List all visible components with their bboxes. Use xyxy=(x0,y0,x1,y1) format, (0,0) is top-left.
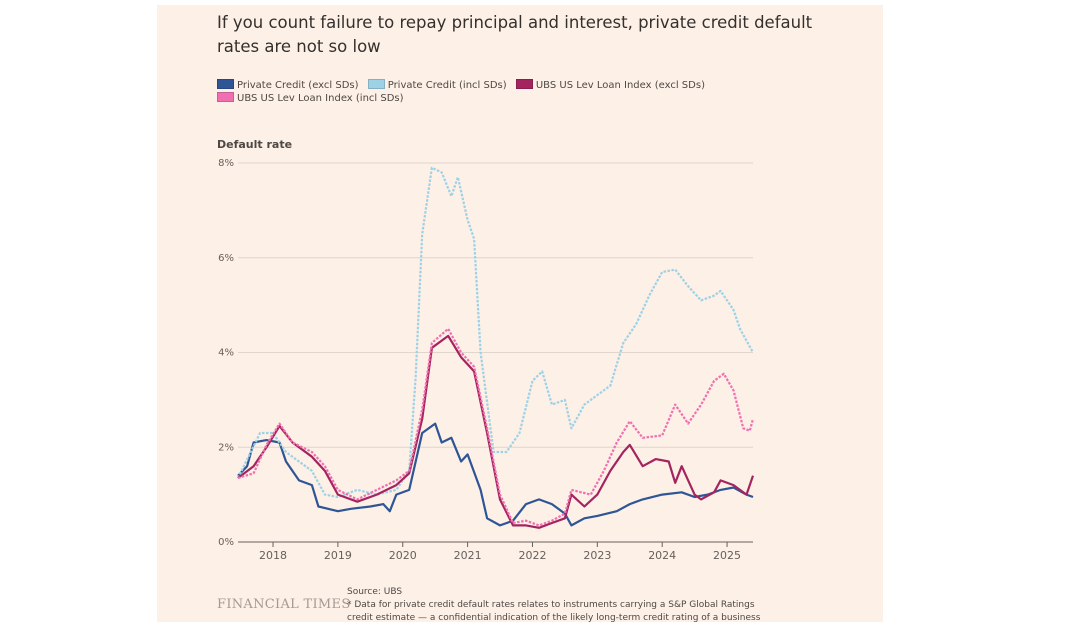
y-axis-label: Default rate xyxy=(217,138,293,151)
plot-area: 0% 2% 4% 6% 8% 2018 2019 2020 2021 2022 2023 2024 20… xyxy=(218,158,755,562)
x-tick-label: 2019 xyxy=(324,549,352,562)
legend-swatch xyxy=(515,79,533,89)
legend: Private Credit (excl SDs) Private Credit… xyxy=(217,79,737,105)
legend-item: Private Credit (excl SDs) xyxy=(217,79,359,92)
y-tick-label: 2% xyxy=(218,442,234,453)
footnote-text: * Data for private credit default rates … xyxy=(347,600,761,623)
series-line-2 xyxy=(237,334,755,529)
chart-title: If you count failure to repay principal … xyxy=(217,13,813,56)
legend-label: UBS US Lev Loan Index (excl SDs) xyxy=(535,80,705,91)
legend-swatch xyxy=(217,79,234,89)
legend-item: Private Credit (incl SDs) xyxy=(367,79,507,92)
ft-logo: FINANCIAL TIMES xyxy=(217,597,351,612)
legend-label: Private Credit (excl SDs) xyxy=(237,80,359,91)
legend-item: UBS US Lev Loan Index (incl SDs) xyxy=(217,92,404,105)
legend-label: Private Credit (incl SDs) xyxy=(387,80,507,91)
x-tick-label: 2022 xyxy=(518,549,546,562)
y-tick-label: 6% xyxy=(218,253,234,264)
x-tick-label: 2020 xyxy=(389,549,417,562)
series-line-0 xyxy=(237,422,754,527)
legend-swatch xyxy=(217,92,234,102)
y-tick-label: 4% xyxy=(218,348,234,359)
y-tick-label: 0% xyxy=(218,537,234,548)
x-tick-label: 2025 xyxy=(713,549,741,562)
x-tick-label: 2024 xyxy=(648,549,676,562)
x-tick-label: 2023 xyxy=(583,549,611,562)
source-note: Source: UBS * Data for private credit de… xyxy=(347,586,767,625)
legend-item: UBS US Lev Loan Index (excl SDs) xyxy=(515,79,705,92)
legend-label: UBS US Lev Loan Index (incl SDs) xyxy=(237,93,404,104)
series-line-3 xyxy=(237,327,755,527)
x-tick-label: 2018 xyxy=(259,549,287,562)
chart-card: If you count failure to repay principal … xyxy=(157,5,883,625)
legend-swatch xyxy=(367,79,385,89)
source-text: Source: UBS xyxy=(347,587,403,597)
x-tick-label: 2021 xyxy=(454,549,482,562)
y-tick-label: 8% xyxy=(218,158,234,169)
